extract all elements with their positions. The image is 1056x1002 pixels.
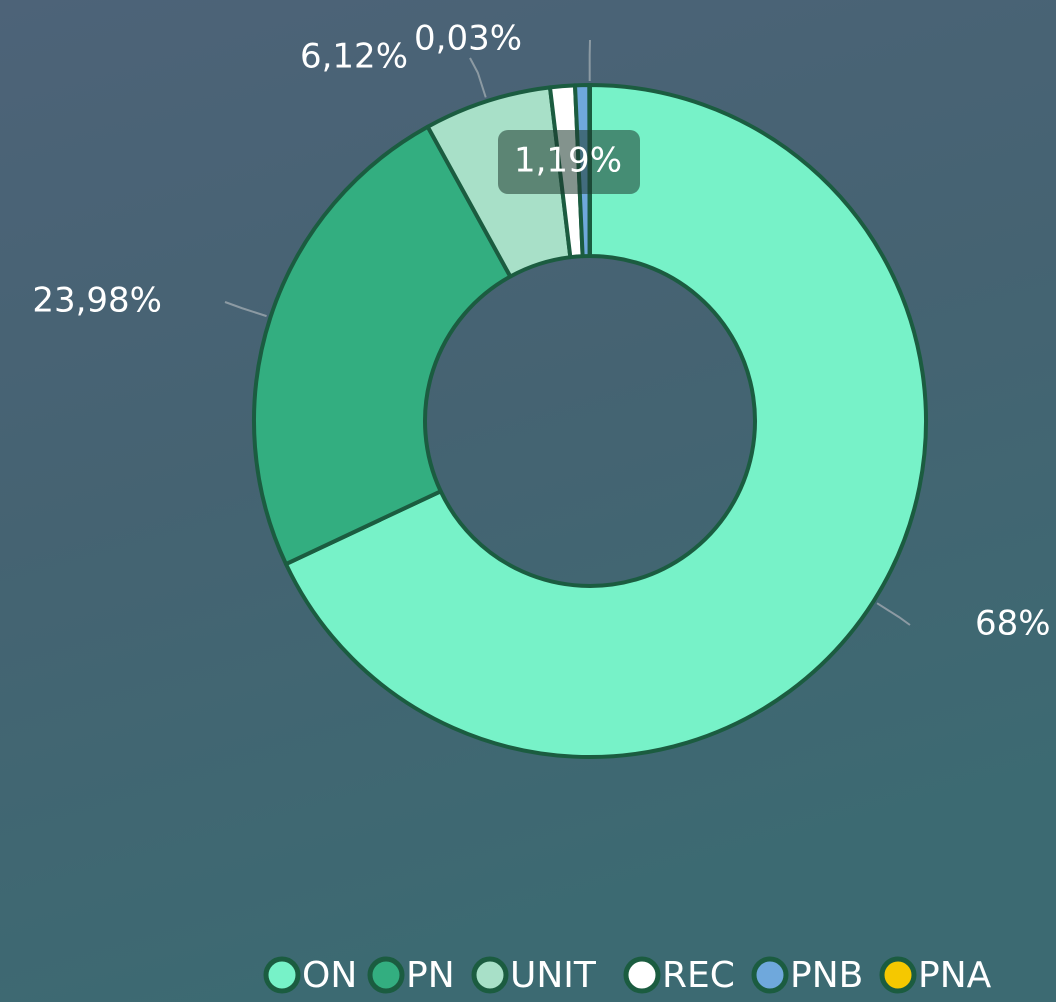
legend-label: UNIT — [510, 955, 597, 996]
legend-label: REC — [662, 955, 735, 996]
data-label: 0,03% — [414, 19, 522, 59]
slice — [252, 124, 513, 567]
legend-swatch — [879, 956, 917, 994]
leader-line — [876, 602, 911, 626]
data-label: 1,19% — [514, 141, 622, 181]
legend-label: PNB — [790, 955, 863, 996]
legend-swatch — [623, 956, 661, 994]
legend-label: PN — [406, 955, 455, 996]
legend-label: ON — [302, 955, 357, 996]
slice — [283, 83, 928, 759]
leader-line — [224, 301, 267, 318]
legend-label: PNA — [918, 955, 992, 996]
leader-line — [469, 57, 487, 98]
legend-swatch — [471, 956, 509, 994]
legend-swatch — [751, 956, 789, 994]
legend-swatch — [367, 956, 405, 994]
data-label: 6,12% — [300, 37, 408, 77]
data-label: 23,98% — [32, 281, 162, 321]
legend-swatch — [263, 956, 301, 994]
label-box — [498, 130, 640, 194]
data-label: 68% — [975, 604, 1051, 644]
